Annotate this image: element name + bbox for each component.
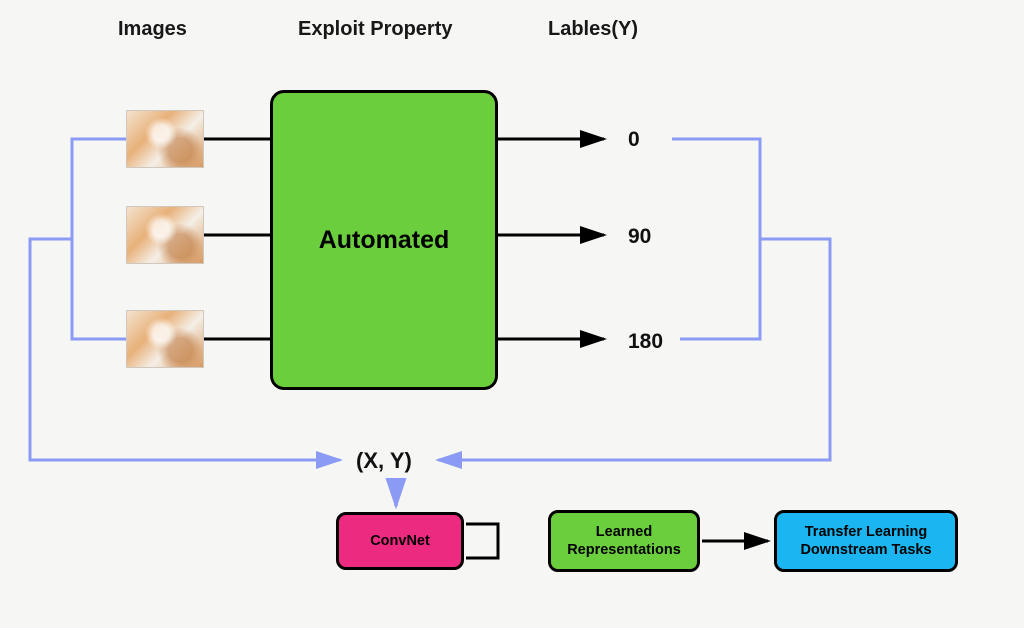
- convnet-box: ConvNet: [336, 512, 464, 570]
- automated-label: Automated: [319, 226, 450, 255]
- bracket-images: [72, 139, 126, 339]
- bracket-labels: [672, 139, 760, 339]
- transfer-label: Transfer Learning Downstream Tasks: [800, 523, 931, 559]
- learned-box: Learned Representations: [548, 510, 700, 572]
- image-thumb-2: [126, 206, 204, 264]
- header-labels: Lables(Y): [548, 18, 638, 41]
- image-thumb-1: [126, 110, 204, 168]
- transfer-box: Transfer Learning Downstream Tasks: [774, 510, 958, 572]
- convnet-label: ConvNet: [370, 532, 430, 550]
- label-value-2: 180: [628, 330, 663, 354]
- header-images: Images: [118, 18, 187, 41]
- learned-label: Learned Representations: [567, 523, 681, 559]
- image-thumb-3: [126, 310, 204, 368]
- label-value-0: 0: [628, 128, 640, 152]
- bracket-convnet-out: [466, 524, 498, 558]
- label-value-1: 90: [628, 225, 651, 249]
- header-exploit: Exploit Property: [298, 18, 452, 41]
- automated-box: Automated: [270, 90, 498, 390]
- xy-label: (X, Y): [356, 448, 412, 474]
